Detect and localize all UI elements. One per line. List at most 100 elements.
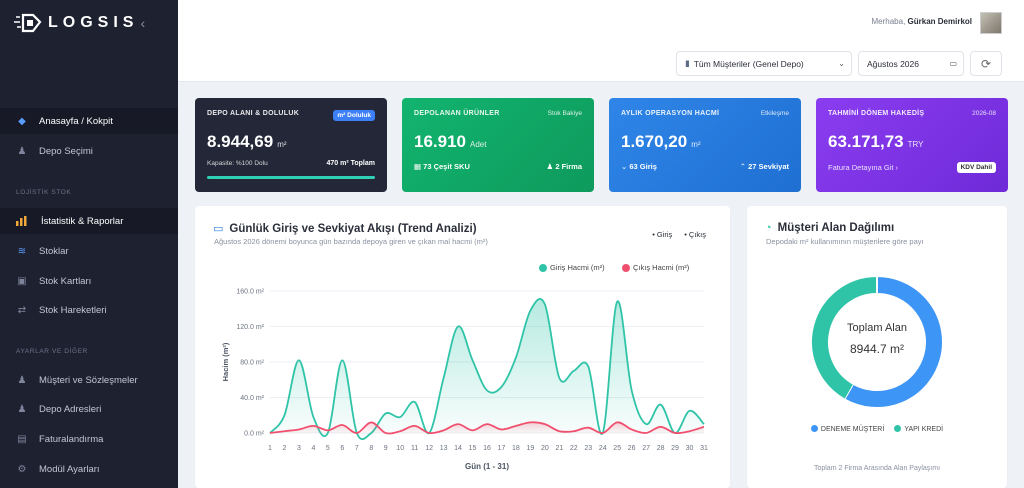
user-icon: ♟ <box>17 145 27 157</box>
document-icon: ▤ <box>17 433 27 445</box>
customer-select[interactable]: ▮ Tüm Müşteriler (Genel Depo) ⌄ <box>676 51 852 76</box>
section-label-stock: LOJİSTİK STOK <box>16 189 72 196</box>
section-label-settings: AYARLAR VE DİĞER <box>16 348 88 355</box>
donut-legend: DENEME MÜŞTERİ YAPI KREDİ <box>747 425 1007 433</box>
y-tick-label: 160.0 m² <box>236 289 264 296</box>
card-badge: m² Doluluk <box>333 110 375 121</box>
card-foot-right: 470 m² Toplam <box>326 160 376 167</box>
x-tick-label: 27 <box>642 445 650 452</box>
panel-subtitle: Ağustos 2026 dönemi boyunca gün bazında … <box>214 237 488 246</box>
sidebar-collapse-icon[interactable]: ‹ <box>140 15 146 31</box>
toggle-in[interactable]: Giriş <box>652 230 672 239</box>
x-tick-label: 8 <box>369 445 373 452</box>
y-tick-label: 0.0 m² <box>244 431 265 438</box>
x-tick-label: 24 <box>599 445 607 452</box>
sidebar-item-label: Stok Kartları <box>39 275 92 287</box>
x-tick-label: 17 <box>498 445 506 452</box>
database-icon: ≋ <box>17 245 27 257</box>
sidebar-item-stock-cards[interactable]: ▣ Stok Kartları <box>0 268 178 294</box>
panel-title: ▭ Günlük Giriş ve Sevkiyat Akışı (Trend … <box>213 222 477 236</box>
chevron-down-icon: ⌄ <box>621 162 630 171</box>
donut-slice <box>844 277 942 407</box>
y-tick-label: 80.0 m² <box>240 360 264 367</box>
card-foot-left: ⌄ 63 Giriş <box>621 162 657 171</box>
pie-icon: ◔ <box>765 222 772 234</box>
x-tick-label: 2 <box>283 445 287 452</box>
user-name: Gürkan Demirkol <box>907 17 972 26</box>
sidebar-item-stock-movements[interactable]: ⇄ Stok Hareketleri <box>0 297 178 323</box>
capacity-progress-bar <box>207 176 375 179</box>
card-title: DEPOLANAN ÜRÜNLER <box>414 110 500 117</box>
month-select-value: Ağustos 2026 <box>867 58 919 69</box>
user-icon: ♟ <box>17 403 27 415</box>
x-tick-label: 15 <box>469 445 477 452</box>
legend-item[interactable]: DENEME MÜŞTERİ <box>810 425 884 433</box>
sidebar-item-dashboard[interactable]: ◆ Anasayfa / Kokpit <box>0 108 178 134</box>
month-select[interactable]: Ağustos 2026 ▭ <box>858 51 964 76</box>
card-badge: Etkileşme <box>760 110 789 117</box>
card-foot-right: ⌃ 27 Sevkiyat <box>739 162 789 171</box>
sidebar-item-label: Müşteri ve Sözleşmeler <box>39 374 138 386</box>
refresh-button[interactable]: ⟳ <box>970 51 1002 76</box>
x-tick-label: 4 <box>311 445 315 452</box>
card-badge: Stok Bakiye <box>547 110 582 117</box>
card-value: 1.670,20 m² <box>621 132 701 151</box>
avatar[interactable] <box>980 12 1002 34</box>
distribution-panel: ◔ Müşteri Alan Dağılımı Depodaki m² kull… <box>747 206 1007 488</box>
transfer-icon: ⇄ <box>17 304 27 316</box>
card-value: 8.944,69 m² <box>207 132 287 151</box>
layers-icon: ◆ <box>18 115 26 127</box>
series-in-area <box>270 298 704 440</box>
x-tick-label: 29 <box>671 445 679 452</box>
sidebar-item-billing[interactable]: ▤ Faturalandırma <box>0 426 178 452</box>
series-out-line <box>269 421 705 435</box>
card-value: 63.171,73 TRY <box>828 132 924 151</box>
toggle-out[interactable]: Çıkış <box>684 230 706 239</box>
chevron-up-icon: ⌃ <box>739 162 749 171</box>
legend-dot <box>622 263 630 272</box>
legend-item[interactable]: YAPI KREDİ <box>894 425 943 433</box>
sidebar-item-label: Modül Ayarları <box>39 463 100 475</box>
box-icon: ▦ <box>414 162 424 171</box>
card-title: AYLIK OPERASYON HACMİ <box>621 110 720 117</box>
card-footer: ▦ 73 Çeşit SKU ♟ 2 Firma <box>414 162 582 171</box>
sidebar-item-module-settings[interactable]: ⚙ Modül Ayarları <box>0 456 178 482</box>
sidebar-item-customers[interactable]: ♟ Müşteri ve Sözleşmeler <box>0 367 178 393</box>
vat-badge: KDV Dahil <box>956 162 996 173</box>
series-in-line <box>269 298 705 441</box>
card-footer: Kapasite: %100 Dolu 470 m² Toplam <box>207 160 375 167</box>
gear-icon: ⚙ <box>17 463 27 475</box>
card-value: 16.910 Adet <box>414 132 487 151</box>
donut-slice <box>812 277 878 399</box>
legend-in[interactable]: Giriş Hacmi (m²) <box>539 263 605 272</box>
sidebar-item-depot-addresses[interactable]: ♟ Depo Adresleri <box>0 396 178 422</box>
sidebar-item-label: Stoklar <box>39 245 69 257</box>
kpi-card-area: DEPO ALANI & DOLULUK m² Doluluk 8.944,69… <box>195 98 387 192</box>
monitor-chart-icon: ▭ <box>213 223 224 235</box>
x-tick-label: 6 <box>340 445 344 452</box>
x-tick-label: 30 <box>686 445 694 452</box>
kpi-card-operations: AYLIK OPERASYON HACMİ Etkileşme 1.670,20… <box>609 98 801 192</box>
x-tick-label: 13 <box>440 445 448 452</box>
invoice-detail-link[interactable]: Fatura Detayına Git › <box>828 163 899 172</box>
sidebar-item-label: İstatistik & Raporlar <box>41 215 124 227</box>
logo[interactable]: LOGSIS ‹ <box>14 12 145 34</box>
sidebar-item-statistics[interactable]: İstatistik & Raporlar <box>0 208 178 234</box>
logo-text: LOGSIS <box>48 14 139 31</box>
legend-out[interactable]: Çıkış Hacmi (m²) <box>622 263 689 272</box>
sidebar-item-stocks[interactable]: ≋ Stoklar <box>0 238 178 264</box>
panel-footer: Toplam 2 Firma Arasında Alan Paylaşımı <box>813 465 941 472</box>
card-badge: 2026-08 <box>972 110 996 117</box>
customer-select-value: Tüm Müşteriler (Genel Depo) <box>693 58 804 69</box>
x-tick-label: 22 <box>570 445 578 452</box>
sidebar-item-depot-select[interactable]: ♟ Depo Seçimi <box>0 138 178 164</box>
panel-title: ◔ Müşteri Alan Dağılımı <box>765 222 895 234</box>
x-tick-label: 10 <box>396 445 404 452</box>
y-axis-label: Hacim (m²) <box>221 342 230 381</box>
top-header: Merhaba, Gürkan Demirkol ▮ Tüm Müşterile… <box>178 0 1024 82</box>
card-title: DEPO ALANI & DOLULUK <box>207 110 300 117</box>
x-tick-label: 18 <box>512 445 520 452</box>
card-footer: ⌄ 63 Giriş ⌃ 27 Sevkiyat <box>621 162 789 171</box>
building-icon: ▮ <box>685 58 690 68</box>
